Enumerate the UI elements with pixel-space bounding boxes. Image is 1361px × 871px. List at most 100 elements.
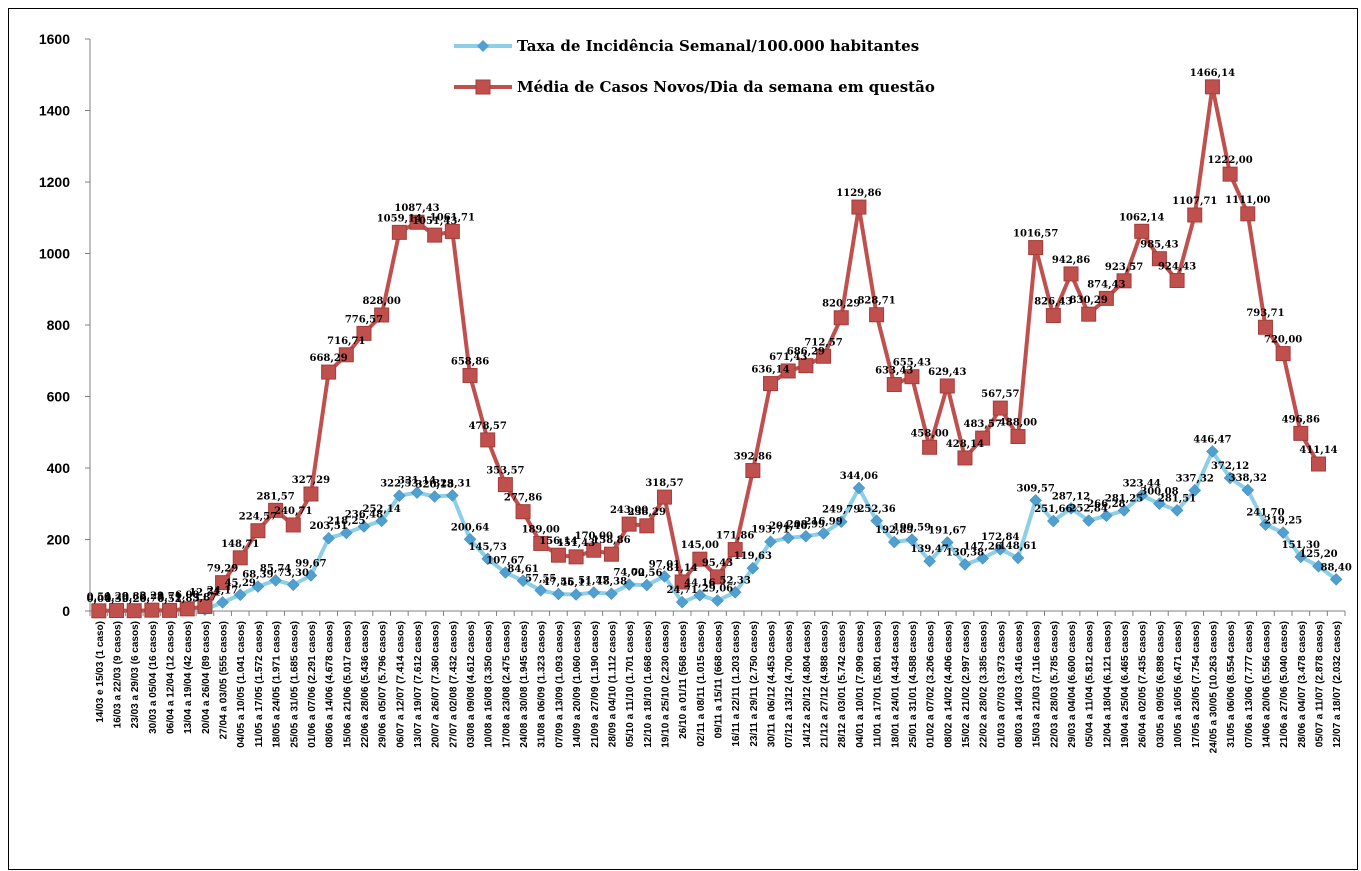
series-1-data-label: 0,26	[122, 594, 146, 605]
series-1-data-label: 249,79	[822, 505, 860, 516]
series-1-point	[516, 574, 530, 588]
series-2-point	[851, 199, 867, 215]
series-2-point	[444, 223, 460, 239]
series-1-data-label: 309,57	[1017, 483, 1055, 494]
series-2-point	[904, 369, 920, 385]
x-tick-label: 28/12 a 03/01 (5.742 casos)	[837, 621, 848, 748]
series-1-point	[375, 514, 389, 528]
series-2-data-label: 1,29	[104, 592, 128, 603]
series-2-point	[409, 214, 425, 230]
y-tick-label: 800	[47, 317, 71, 333]
series-2-data-label: 327,29	[292, 475, 330, 486]
y-tick-label: 200	[47, 532, 71, 548]
series-2-point	[1257, 319, 1273, 335]
series-2-data-label: 1466,14	[1190, 68, 1235, 79]
series-1-point	[993, 542, 1007, 556]
series-1-data-label: 29,06	[702, 584, 733, 595]
series-2-point	[1169, 273, 1185, 289]
series-1-data-label: 281,51	[1158, 493, 1196, 504]
series-1-point	[1329, 573, 1343, 586]
series-1-point	[1064, 502, 1078, 515]
series-2-point	[1045, 308, 1061, 324]
x-tick-label: 29/06 a 05/07 (5.796 casos)	[378, 621, 389, 748]
series-2-point	[427, 227, 443, 243]
series-2-data-label: 636,14	[751, 365, 789, 376]
series-1-point	[1135, 489, 1149, 502]
series-2-data-label: 820,29	[822, 299, 860, 310]
series-1-point	[764, 535, 777, 549]
series-2-point	[179, 601, 195, 617]
series-1-point	[481, 552, 495, 566]
series-1-data-label: 322,53	[380, 479, 418, 490]
series-2-data-label: 633,43	[875, 366, 913, 377]
series-2-data-label: 658,86	[451, 356, 489, 367]
series-2-point	[816, 348, 832, 364]
series-2-data-label: 686,29	[787, 347, 825, 358]
series-1-point	[728, 585, 742, 599]
series-1-data-label: 51,77	[578, 575, 609, 586]
series-1-point	[322, 531, 335, 545]
x-tick-label: 31/05 a 06/06 (8.554 casos)	[1226, 621, 1237, 748]
series-2-point	[197, 598, 213, 614]
x-tick-label: 06/04 a 12/04 (12 casos)	[166, 621, 177, 734]
series-1-point	[446, 489, 459, 502]
series-2-point	[939, 378, 955, 394]
y-tick-label: 1200	[39, 174, 70, 190]
series-1-point	[499, 566, 512, 579]
legend-label-2: Média de Casos Novos/Dia da semana em qu…	[517, 78, 935, 96]
series-1-point	[640, 578, 654, 592]
series-1-point	[1188, 484, 1202, 497]
x-tick-label: 05/04 a 11/04 (5.812 casos)	[1085, 621, 1096, 747]
series-2-data-label: 318,57	[645, 478, 683, 489]
x-tick-label: 23/03 a 29/03 (6 casos)	[130, 621, 141, 728]
x-tick-label: 10/05 a 16/05 (6.471 casos)	[1173, 621, 1184, 748]
series-1-point	[269, 573, 282, 587]
x-tick-label: 21/12 a 27/12 (4.988 casos)	[820, 621, 831, 748]
series-1-point	[552, 587, 565, 601]
x-tick-label: 15/03 a 21/03 (7.116 casos)	[1032, 621, 1043, 747]
series-1-data-label: 99,67	[295, 558, 326, 569]
x-tick-label: 08/02 a 14/02 (4.406 casos)	[943, 621, 954, 748]
series-2-data-label: 1059,14	[377, 213, 422, 224]
series-2-point	[1310, 456, 1326, 472]
series-2-point	[833, 310, 849, 326]
series-2-data-label: 1222,00	[1207, 155, 1252, 166]
series-1-point	[1241, 483, 1255, 497]
series-1-data-label: 147,26	[964, 541, 1002, 552]
series-1-point	[304, 569, 318, 582]
series-2-point	[1010, 429, 1026, 445]
series-2-point	[869, 307, 885, 323]
x-tick-label: 26/10 a 01/11 (568 casos)	[678, 621, 689, 739]
x-tick-label: 14/06 a 20/06 (5.556 casos)	[1261, 621, 1272, 748]
x-tick-label: 17/08 a 23/08 (2.475 casos)	[501, 621, 512, 748]
series-1-point	[1100, 509, 1113, 523]
series-1-point	[534, 584, 548, 597]
series-2-point	[1151, 251, 1167, 267]
series-2-point	[568, 549, 584, 565]
x-tick-label: 13/07 a 19/07 (7.612 casos)	[413, 621, 424, 748]
series-2-data-label: 189,00	[522, 524, 560, 535]
x-tick-label: 07/06 a 13/06 (7.777 casos)	[1244, 621, 1255, 748]
series-1-data-label: 344,06	[840, 471, 878, 482]
series-2-data-label: 942,86	[1052, 255, 1090, 266]
series-2-point	[1240, 206, 1256, 222]
series-1-data-label: 208,99	[787, 519, 825, 530]
series-2-point	[374, 307, 390, 323]
x-tick-label: 30/11 a 06/12 (4.453 casos)	[767, 621, 778, 747]
series-2-point	[780, 363, 796, 379]
series-1-point	[1153, 497, 1166, 511]
series-2-point	[515, 504, 531, 520]
series-2-point	[656, 489, 672, 505]
y-axis-ticks: 0 200 400 600 800 1000 1200 1400 1600	[39, 31, 90, 619]
series-2-data-label: 793,71	[1246, 308, 1284, 319]
series-1-data-label: 320,18	[416, 480, 454, 491]
series-2-point	[533, 535, 549, 551]
series-2-data-label: 240,71	[274, 506, 312, 517]
series-1-point	[817, 527, 830, 540]
legend-marker-2	[475, 79, 491, 95]
series-2-data-label: 1062,14	[1119, 212, 1164, 223]
series-1-data-label: 252,14	[363, 504, 401, 515]
series-1-point	[1082, 514, 1096, 527]
series-2-point	[1098, 290, 1114, 306]
series-2-data-label: 1061,71	[430, 212, 475, 223]
